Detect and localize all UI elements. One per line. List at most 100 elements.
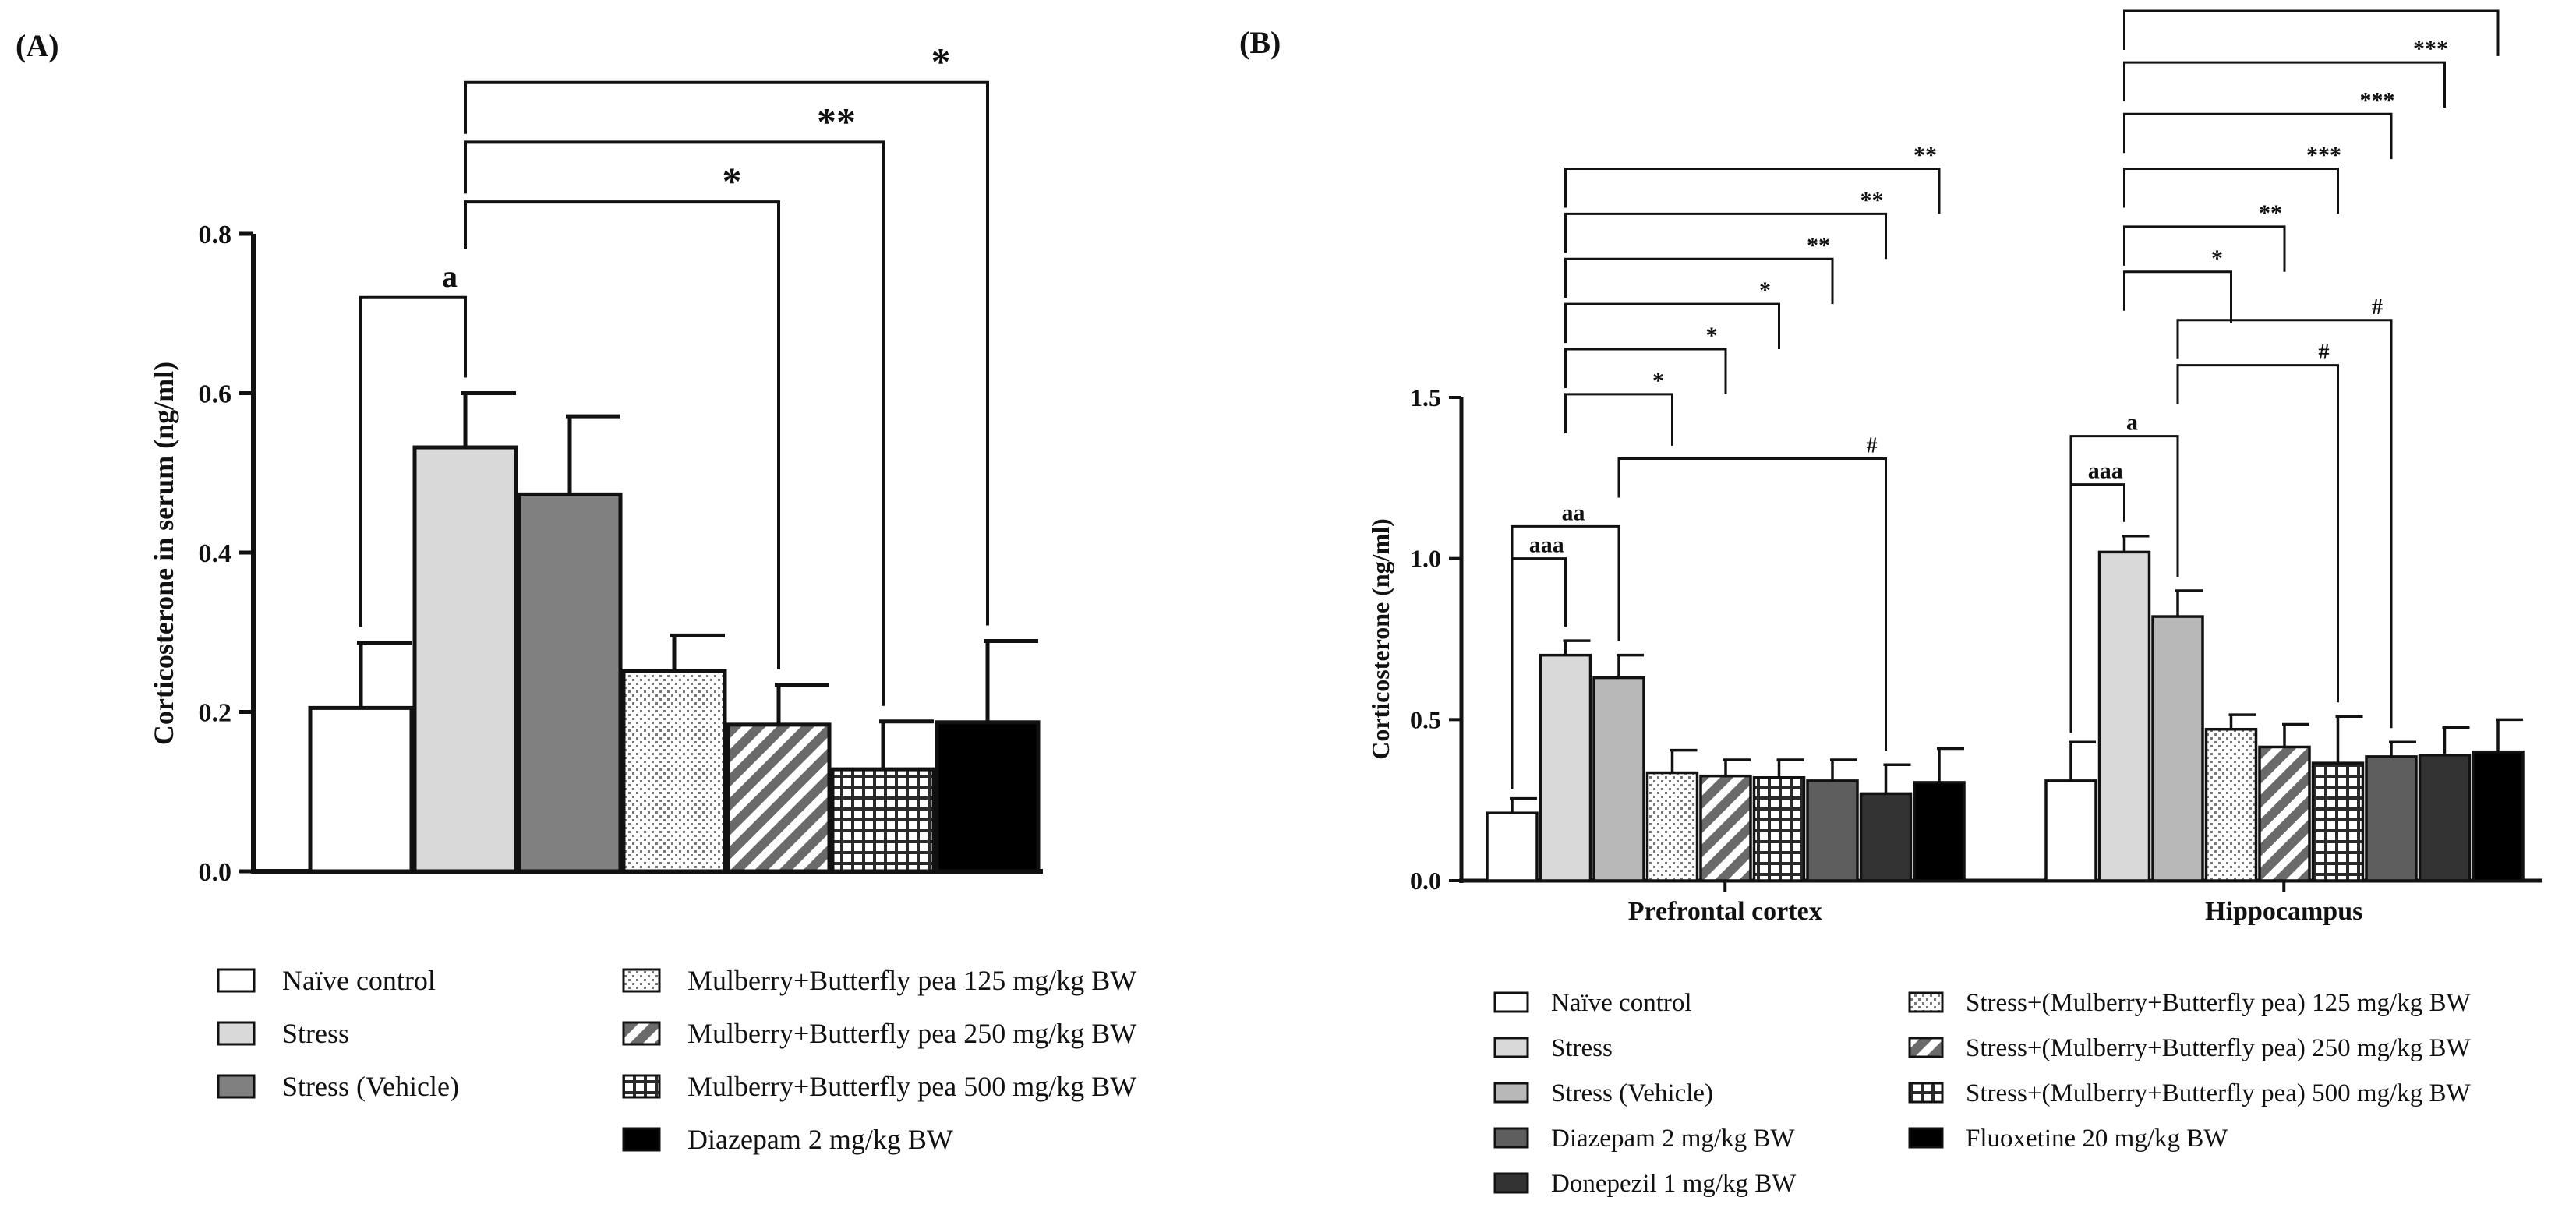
significance-bracket-label: ** <box>1807 232 1830 258</box>
panel-b-y-axis-title: Corticosterone (ng/ml) <box>1366 518 1394 760</box>
legend-swatch <box>1493 991 1529 1013</box>
y-tick-label: 1.0 <box>1410 545 1441 573</box>
significance-bracket-line <box>1564 393 1673 446</box>
significance-bracket-line <box>1511 524 1620 789</box>
significance-bracket-label: *** <box>2306 143 2341 168</box>
significance-bracket-label: *** <box>2467 0 2502 10</box>
significance-bracket-line <box>2176 319 2393 729</box>
legend-swatch <box>1493 1172 1529 1194</box>
significance-bracket-label: aaa <box>1529 532 1564 558</box>
significance-bracket-line <box>1617 457 1887 751</box>
legend-swatch <box>622 968 661 993</box>
bar <box>1645 771 1699 882</box>
legend-swatch <box>1493 1037 1529 1058</box>
y-tick-label: 0.4 <box>199 539 232 568</box>
legend-label: Naïve control <box>282 965 436 996</box>
panel-a-y-axis-title: Corticosterone in serum (ng/ml) <box>148 362 179 745</box>
bar <box>517 492 623 874</box>
legend-swatch <box>1908 1082 1944 1104</box>
y-tick-label: 0.0 <box>199 858 232 887</box>
significance-bracket-line <box>1564 212 1887 260</box>
significance-bracket-line <box>2069 435 2179 733</box>
significance-bracket-label: * <box>1759 277 1771 303</box>
legend-label: Stress (Vehicle) <box>1551 1079 1713 1107</box>
y-tick-label: 0.6 <box>199 380 232 409</box>
bar <box>830 767 936 874</box>
significance-bracket-line <box>1564 257 1834 305</box>
panel-a: (A) Corticosterone in serum (ng/ml) 0.0 0… <box>16 28 1136 1155</box>
significance-bracket-label: ** <box>2259 200 2282 226</box>
significance-bracket-label: # <box>1867 434 1878 458</box>
significance-bracket-label: a <box>442 259 458 294</box>
significance-bracket-line <box>2176 364 2339 703</box>
significance-bracket-line <box>1564 348 1727 394</box>
legend-swatch <box>1908 1037 1944 1058</box>
significance-bracket-line <box>1564 168 1941 214</box>
bar <box>1486 811 1539 882</box>
x-category-label: Prefrontal cortex <box>1628 897 1822 926</box>
legend-swatch <box>1908 991 1944 1013</box>
bar <box>1539 653 1592 882</box>
panel-a-legend: Naïve control Stress Stress (Vehicle) Mulbe… <box>217 965 1136 1155</box>
legend-swatch <box>622 1021 661 1046</box>
bar <box>2151 615 2204 882</box>
legend-label: Stress+(Mulberry+Butterfly pea) 500 mg/k… <box>1966 1079 2471 1107</box>
significance-bracket-label: a <box>2126 410 2138 436</box>
legend-swatch <box>217 1021 256 1046</box>
bar <box>2472 750 2525 882</box>
bar <box>2097 550 2151 882</box>
legend-swatch <box>1908 1127 1944 1149</box>
legend-label: Stress+(Mulberry+Butterfly pea) 250 mg/k… <box>1966 1034 2471 1062</box>
significance-bracket-label: * <box>2211 245 2223 271</box>
bar <box>2204 727 2258 882</box>
panel-b-bars <box>1486 534 2525 882</box>
significance-bracket-label: * <box>931 40 951 83</box>
significance-bracket-line <box>2123 270 2232 323</box>
y-tick-label: 1.5 <box>1410 383 1441 411</box>
legend-swatch <box>217 968 256 993</box>
bar <box>2418 754 2472 882</box>
panel-b: (B) Corticosterone (ng/ml) 0.0 0.5 1.0 1.5 P… <box>1239 0 2542 1198</box>
panel-a-annotations: a**** <box>359 40 989 706</box>
bar <box>2365 755 2418 882</box>
bar <box>726 722 832 874</box>
bar <box>1913 781 1966 882</box>
legend-swatch <box>217 1074 256 1099</box>
significance-bracket-line <box>359 295 467 627</box>
legend-label: Naïve control <box>1551 989 1692 1017</box>
significance-bracket-label: aa <box>1562 500 1585 525</box>
bar <box>2311 761 2365 882</box>
legend-label: Mulberry+Butterfly pea 125 mg/kg BW <box>687 965 1136 996</box>
legend-swatch <box>622 1127 661 1152</box>
legend-label: Mulberry+Butterfly pea 500 mg/kg BW <box>687 1071 1136 1102</box>
significance-bracket-label: * <box>1706 323 1718 348</box>
bar <box>1859 792 1913 882</box>
significance-bracket-line <box>464 200 780 669</box>
legend-label: Mulberry+Butterfly pea 250 mg/kg BW <box>687 1018 1136 1049</box>
y-tick-label: 0.5 <box>1410 705 1441 733</box>
significance-bracket-label: * <box>1652 368 1664 394</box>
significance-bracket-label: *** <box>2360 87 2395 113</box>
bar <box>935 720 1041 874</box>
legend-swatch <box>1493 1127 1529 1149</box>
bar <box>1806 779 1859 882</box>
bar <box>1699 774 1752 882</box>
legend-label: Stress+(Mulberry+Butterfly pea) 125 mg/k… <box>1966 989 2471 1017</box>
significance-bracket-label: * <box>723 159 742 203</box>
significance-bracket-line <box>464 140 885 706</box>
significance-bracket-line <box>464 80 989 626</box>
significance-bracket-line <box>2123 61 2446 108</box>
significance-bracket-label: # <box>2319 341 2330 365</box>
significance-bracket-line <box>2123 168 2339 214</box>
significance-bracket-label: ** <box>817 99 856 143</box>
panel-b-legend: Naïve control Stress Stress (Vehicle) Diaze… <box>1493 989 2471 1198</box>
legend-swatch <box>1493 1082 1529 1104</box>
x-category-label: Hippocampus <box>2205 897 2362 926</box>
significance-bracket-line <box>2123 225 2286 272</box>
bar <box>621 669 727 874</box>
significance-bracket-label: # <box>2372 295 2383 320</box>
legend-label: Diazepam 2 mg/kg BW <box>687 1124 953 1155</box>
significance-bracket-label: ** <box>1913 143 1937 168</box>
